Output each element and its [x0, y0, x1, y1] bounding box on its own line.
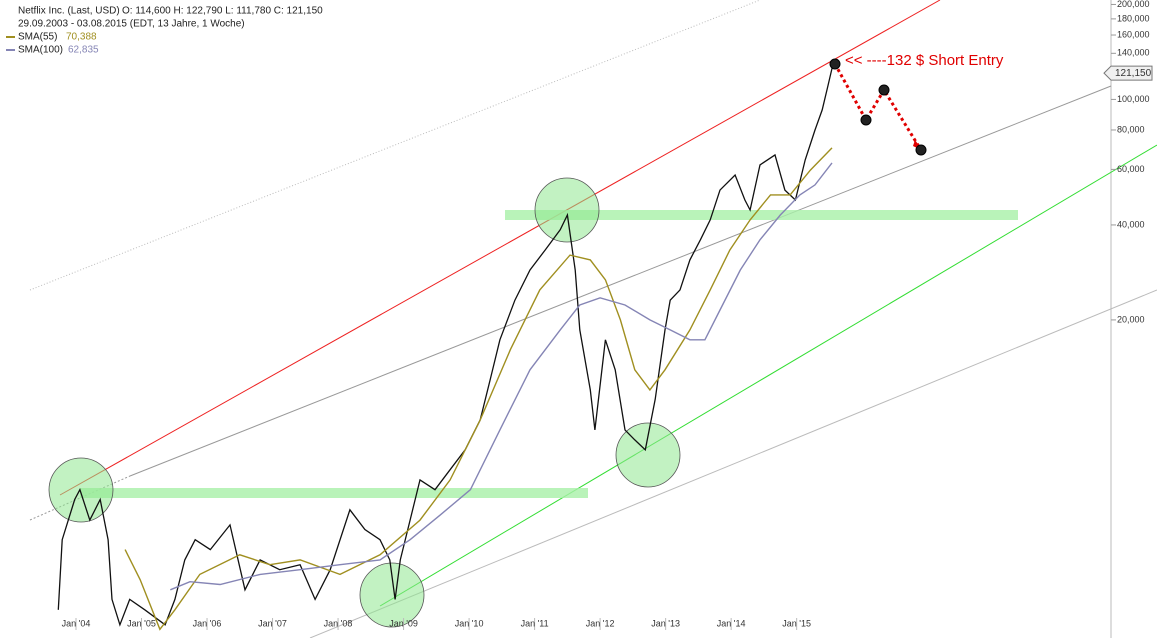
header-period: 29.09.2003 - 03.08.2015 (EDT, 13 Jahre, …: [18, 19, 245, 30]
last-price-label: 121,150: [1115, 68, 1152, 79]
y-tick-label: 20,000: [1117, 314, 1145, 324]
sma-line: [124, 147, 833, 631]
highlight-circle: [534, 177, 600, 243]
projection-point: [860, 114, 872, 126]
support-band: [505, 210, 1018, 220]
y-tick-label: 140,000: [1117, 48, 1150, 58]
x-tick-label: Jan '08: [324, 618, 353, 628]
y-tick-label: 80,000: [1117, 124, 1145, 134]
header-title: Netflix Inc. (Last, USD): [18, 6, 120, 17]
x-tick-label: Jan '11: [521, 618, 549, 628]
support-band: [80, 488, 588, 498]
y-tick-label: 180,000: [1117, 13, 1150, 23]
x-tick-label: Jan '04: [62, 618, 91, 628]
x-tick-label: Jan '10: [455, 618, 484, 628]
x-tick-label: Jan '15: [782, 618, 811, 628]
x-tick-label: Jan '07: [258, 618, 287, 628]
x-tick-label: Jan '09: [389, 618, 418, 628]
legend-value: 62,835: [68, 45, 99, 56]
plot-area: [57, 62, 835, 631]
x-tick-label: Jan '05: [127, 618, 156, 628]
last-price-tag: [1103, 65, 1153, 81]
trend-line: [129, 85, 1112, 477]
projection-point: [829, 58, 841, 70]
legend-label: SMA(55): [18, 32, 57, 43]
projection: [833, 63, 923, 151]
trend-line: [379, 144, 1157, 607]
x-tick-label: Jan '14: [717, 618, 746, 628]
x-tick-label: Jan '06: [193, 618, 222, 628]
legend-label: SMA(100): [18, 45, 63, 56]
highlight-circle: [48, 457, 114, 523]
trend-line: [309, 289, 1157, 638]
trend-line: [59, 0, 941, 496]
y-tick-label: 160,000: [1117, 29, 1150, 39]
x-tick-label: Jan '13: [651, 618, 680, 628]
highlight-circle: [359, 562, 425, 628]
projection-point: [878, 84, 890, 96]
highlight-circle: [615, 422, 681, 488]
y-tick-label: 40,000: [1117, 219, 1145, 229]
legend-value: 70,388: [66, 32, 97, 43]
trend-line: [29, 0, 761, 291]
annotation: << ----132 $ Short Entry: [845, 52, 1004, 69]
y-tick-label: 200,000: [1117, 0, 1150, 9]
x-tick-label: Jan '12: [586, 618, 615, 628]
sma-line: [170, 162, 833, 591]
header-ohlc: O: 114,600 H: 122,790 L: 111,780 C: 121,…: [122, 6, 323, 17]
y-tick-label: 60,000: [1117, 164, 1145, 174]
y-tick-label: 100,000: [1117, 94, 1150, 104]
projection-point: [915, 144, 927, 156]
price-line: [57, 62, 835, 627]
